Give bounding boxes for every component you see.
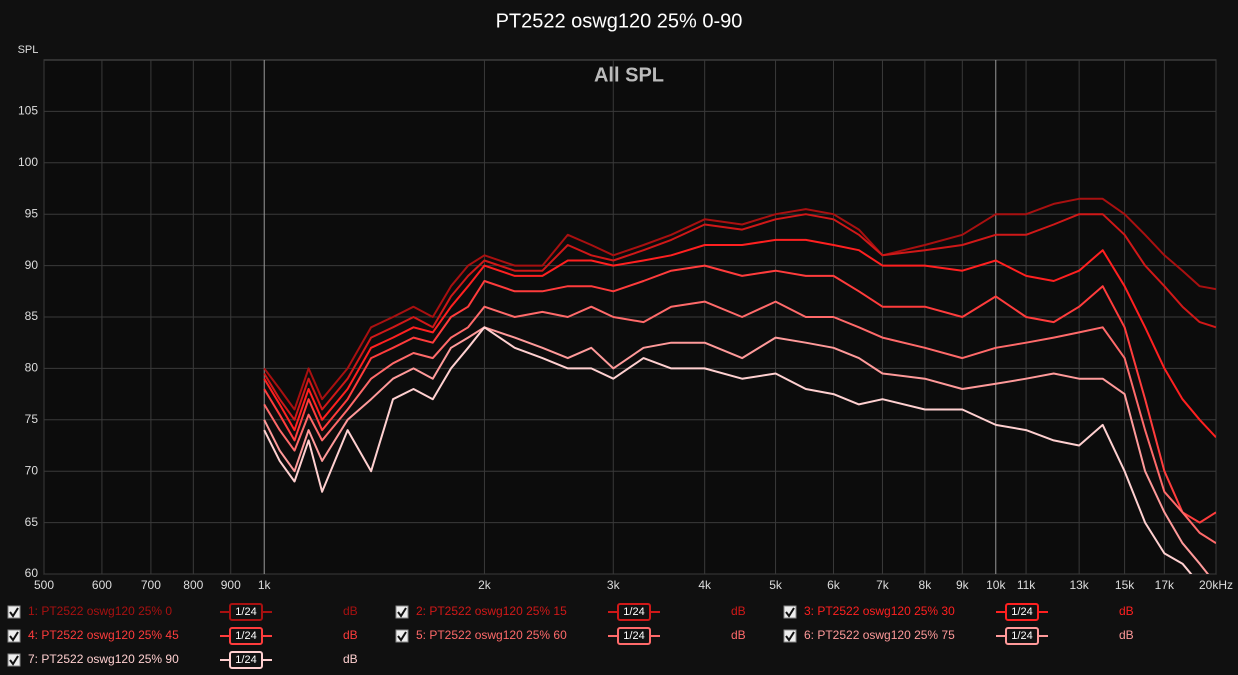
legend-checkmark [397, 607, 407, 618]
y-tick-label: 65 [25, 515, 39, 529]
legend-checkmark [397, 631, 407, 642]
y-tick-label: 100 [18, 155, 38, 169]
y-tick-label: 95 [25, 206, 39, 220]
legend-unit: dB [1119, 628, 1134, 642]
smoothing-label: 1/24 [235, 630, 256, 642]
legend-label: 7: PT2522 oswg120 25% 90 [28, 652, 179, 666]
smoothing-box[interactable] [229, 627, 263, 645]
y-tick-label: 105 [18, 104, 38, 118]
legend-unit: dB [731, 604, 746, 618]
response-curve [263, 326, 1193, 574]
x-tick-label: 600 [92, 578, 112, 592]
legend-checkmark [785, 607, 795, 618]
legend-label: 2: PT2522 oswg120 25% 15 [416, 604, 567, 618]
y-tick-label: 75 [25, 412, 39, 426]
legend-checkmark [9, 655, 19, 666]
x-tick-label: 8k [919, 578, 933, 592]
x-tick-label: 20kHz [1199, 578, 1233, 592]
smoothing-box[interactable] [1005, 603, 1039, 621]
legend-label: 1: PT2522 oswg120 25% 0 [28, 604, 172, 618]
y-tick-label: 90 [25, 258, 39, 272]
smoothing-label: 1/24 [1011, 606, 1032, 618]
legend-checkmark [785, 631, 795, 642]
x-tick-label: 7k [876, 578, 890, 592]
x-tick-label: 13k [1069, 578, 1089, 592]
curves [263, 197, 1216, 574]
plot-subtitle: All SPL [594, 64, 664, 86]
response-curve [263, 326, 1210, 574]
x-tick-label: 900 [221, 578, 241, 592]
x-tick-label: 11k [1017, 578, 1036, 592]
legend-unit: dB [343, 652, 358, 666]
smoothing-box[interactable] [229, 603, 263, 621]
smoothing-label: 1/24 [235, 606, 256, 618]
x-tick-label: 2k [478, 578, 492, 592]
response-curve [263, 213, 1216, 421]
legend-unit: dB [343, 604, 358, 618]
response-curve [263, 300, 1216, 545]
y-tick-label: 80 [25, 361, 39, 375]
legend-unit: dB [1119, 604, 1134, 618]
x-tick-label: 17k [1155, 578, 1175, 592]
y-tick-label: 60 [25, 566, 39, 580]
x-tick-label: 1k [258, 578, 272, 592]
smoothing-label: 1/24 [623, 630, 644, 642]
x-tick-label: 5k [769, 578, 783, 592]
legend: 1: PT2522 oswg120 25% 0 1/24 dB 2: PT2522 o… [7, 603, 1134, 669]
legend-label: 6: PT2522 oswg120 25% 75 [804, 628, 955, 642]
smoothing-box[interactable] [617, 603, 651, 621]
response-curve [263, 238, 1216, 438]
smoothing-box[interactable] [1005, 627, 1039, 645]
grid: 60 65 70 75 80 85 90 95 100 105 500 600 700 800 900 1k 2… [18, 60, 1233, 592]
x-tick-label: 10k [986, 578, 1006, 592]
smoothing-box[interactable] [617, 627, 651, 645]
y-axis-label: SPL [18, 44, 39, 56]
legend-label: 5: PT2522 oswg120 25% 60 [416, 628, 567, 642]
smoothing-label: 1/24 [235, 654, 256, 666]
x-tick-label: 500 [34, 578, 54, 592]
y-tick-label: 85 [25, 309, 39, 323]
x-tick-label: 3k [607, 578, 621, 592]
legend-unit: dB [731, 628, 746, 642]
x-tick-label: 9k [956, 578, 970, 592]
smoothing-label: 1/24 [1011, 630, 1032, 642]
legend-unit: dB [343, 628, 358, 642]
smoothing-label: 1/24 [623, 606, 644, 618]
legend-checkmark [9, 607, 19, 618]
response-curve [263, 197, 1216, 411]
x-tick-label: 6k [827, 578, 841, 592]
x-tick-label: 700 [141, 578, 161, 592]
x-tick-label: 15k [1115, 578, 1135, 592]
response-curve [263, 264, 1216, 524]
x-tick-label: 4k [698, 578, 712, 592]
legend-label: 4: PT2522 oswg120 25% 45 [28, 628, 179, 642]
chart-title: PT2522 oswg120 25% 0-90 [496, 10, 743, 32]
smoothing-box[interactable] [229, 651, 263, 669]
legend-checkmark [9, 631, 19, 642]
y-tick-label: 70 [25, 463, 39, 477]
legend-label: 3: PT2522 oswg120 25% 30 [804, 604, 955, 618]
x-tick-label: 800 [183, 578, 203, 592]
